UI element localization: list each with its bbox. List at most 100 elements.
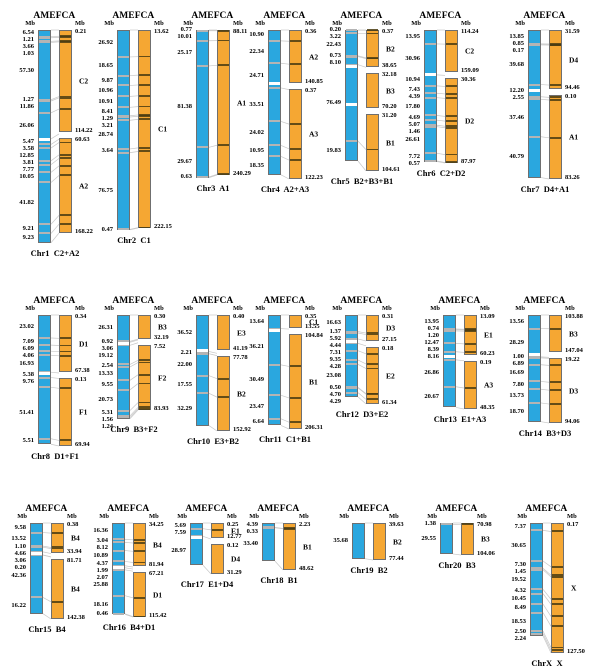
chr10-fca-end-tick: 41.19 xyxy=(233,344,248,352)
chr9-ame-tick: 0.92 xyxy=(101,337,113,345)
chr8-fca-band xyxy=(60,350,71,353)
chr5-species-right-label: FCA xyxy=(362,11,383,21)
chr6-ame-band xyxy=(425,160,436,163)
chr14-label: Chr14 B3+D3 xyxy=(518,428,572,438)
chr16-species-left-label: AME xyxy=(107,504,130,514)
chr17-fca-start-tick: 0.25 xyxy=(227,520,239,528)
chr15-label: Chr15 B4 xyxy=(28,624,66,634)
chr16-ame-band xyxy=(113,541,124,544)
chrx-ame-tick: 4.32 xyxy=(514,587,526,595)
chr13-species-right-label: FCA xyxy=(460,296,481,306)
chr12-ame-break xyxy=(346,339,357,343)
chr5-label: Chr5 B2+B3+B1 xyxy=(330,176,394,186)
chr3-fca-start-tick: 88.11 xyxy=(233,27,248,35)
chr5-ame-band xyxy=(346,63,357,66)
chr10-label: Chr10 E3+B2 xyxy=(186,436,240,446)
chr11-ame-tick: 36.21 xyxy=(249,342,264,350)
chr5-ame-band xyxy=(346,140,357,143)
chr9-ame-band xyxy=(118,341,129,344)
chr7-fca-band xyxy=(550,98,561,101)
chr2-species-left-label: AME xyxy=(112,11,135,21)
chr17-label: Chr17 E1+D4 xyxy=(180,579,234,589)
chr10-fca-segment-b2-1 xyxy=(217,356,230,431)
chr16-ame-band xyxy=(113,594,124,597)
chr10-ame-tick: 17.55 xyxy=(177,380,192,388)
chr7-fca-end-tick: 83.26 xyxy=(565,173,580,181)
chr3-label: Chr3 A1 xyxy=(196,182,230,193)
chr15-ame-tick: 0.20 xyxy=(14,563,26,571)
chr14-fca-band xyxy=(550,403,561,405)
chr14-species-left-label: AME xyxy=(523,296,546,306)
chr9-fca-segment-f2-1 xyxy=(138,345,151,410)
chr18-ame-band xyxy=(263,526,274,529)
chr9-ame-tick: 19.12 xyxy=(98,351,113,359)
chr1-ame-tick: 41.82 xyxy=(19,199,34,207)
chr1-ame-band xyxy=(39,100,50,102)
chr4-fca-start-tick: 0.36 xyxy=(305,27,317,35)
chr10-synteny-connectors xyxy=(208,314,218,432)
chr13-ame-tick: 13.95 xyxy=(424,317,439,325)
chr16-ame-tick: 25.88 xyxy=(93,580,108,588)
chr12-ame-tick: 5.92 xyxy=(329,335,341,343)
chr19-mb-left-label: Mb xyxy=(339,513,349,520)
chr7-ame-tick: 12.20 xyxy=(509,86,524,94)
chr13-ame-tick: 12.47 xyxy=(424,339,439,347)
chr2-fca-band xyxy=(139,226,150,229)
chrx-ame-tick: 7.37 xyxy=(514,522,526,530)
chrx-fca-band xyxy=(552,598,563,601)
chr15-fca-end-tick: 142.38 xyxy=(67,613,85,621)
chr16-ame-tick: 2.07 xyxy=(96,573,108,581)
chr9-ame-tick: 1.56 xyxy=(101,415,113,423)
chr16-fca-end-tick: 115.42 xyxy=(149,611,167,619)
chr19-ame-bar xyxy=(352,523,365,559)
chr15-ame-band xyxy=(31,531,42,534)
chr1-fca-segment-name: A2 xyxy=(79,181,89,190)
chr4-mb-right-label: Mb xyxy=(305,20,315,27)
chr12-fca-segment-d3-0 xyxy=(366,315,379,341)
chr15-synteny-connectors xyxy=(42,522,52,620)
chr11-fca-start-tick: 104.84 xyxy=(305,331,323,339)
chr16-ame-band xyxy=(113,560,124,563)
chr11-fca-band xyxy=(290,365,301,368)
chr2-ame-tick: 26.92 xyxy=(98,39,113,47)
chr15-ame-tick: 4.66 xyxy=(14,549,26,557)
chr17-fca-start-tick: 0.12 xyxy=(227,541,239,549)
chr15-fca-segment-b4-0 xyxy=(51,523,64,553)
chrx-fca-segment-name: X xyxy=(571,583,577,593)
chr1-ame-band xyxy=(39,171,50,174)
chr14-ame-tick: 13.73 xyxy=(509,391,524,399)
chr17-ame-band xyxy=(191,527,202,530)
chrx-fca-band xyxy=(552,646,563,649)
chr4-label: Chr4 A2+A3 xyxy=(260,184,310,194)
chr19-fca-end-tick: 77.44 xyxy=(389,554,404,562)
chr6-ame-band xyxy=(425,84,436,87)
chr16-ame-band xyxy=(113,612,124,615)
chr10-mb-left-label: Mb xyxy=(183,305,193,312)
chr8-ame-tick: 7.09 xyxy=(22,337,34,345)
chr15-fca-segment-name: B4 xyxy=(71,584,80,594)
chr4-fca-start-tick: 0.37 xyxy=(305,86,317,94)
chr13-ame-bar xyxy=(443,315,456,408)
chr12-ame-band xyxy=(346,349,357,352)
chr14-fca-end-tick: 94.06 xyxy=(565,417,580,425)
chr17-ame-bar xyxy=(190,523,203,566)
chr5-ame-band xyxy=(346,29,357,32)
chr18-ame-tick: 0.33 xyxy=(246,527,258,535)
chr18-synteny-connectors xyxy=(274,522,284,571)
chr11-fca-start-tick: 0.35 xyxy=(305,312,317,320)
chr1-ame-band xyxy=(39,36,50,39)
chr7-ame-tick: 40.79 xyxy=(509,152,524,160)
chr11-fca-segment-name: C1 xyxy=(309,317,319,326)
chr13-ame-tick: 20.67 xyxy=(424,392,439,400)
chr10-ame-bar xyxy=(196,315,209,426)
chr1-ame-tick: 11.86 xyxy=(19,103,34,111)
chr20-fca-band xyxy=(462,523,473,526)
chr14-fca-start-tick: 19.22 xyxy=(565,355,580,363)
chr5-ame-tick: 76.49 xyxy=(326,98,341,106)
chr4-species-left-label: AME xyxy=(263,11,286,21)
chr5-fca-segment-b1-2 xyxy=(366,114,379,171)
chr5-fca-segment-name: B1 xyxy=(386,138,395,147)
chr2-ame-tick: 76.75 xyxy=(98,186,113,194)
chr15-mb-left-label: Mb xyxy=(17,513,27,520)
chr6-mb-left-label: Mb xyxy=(411,20,421,27)
